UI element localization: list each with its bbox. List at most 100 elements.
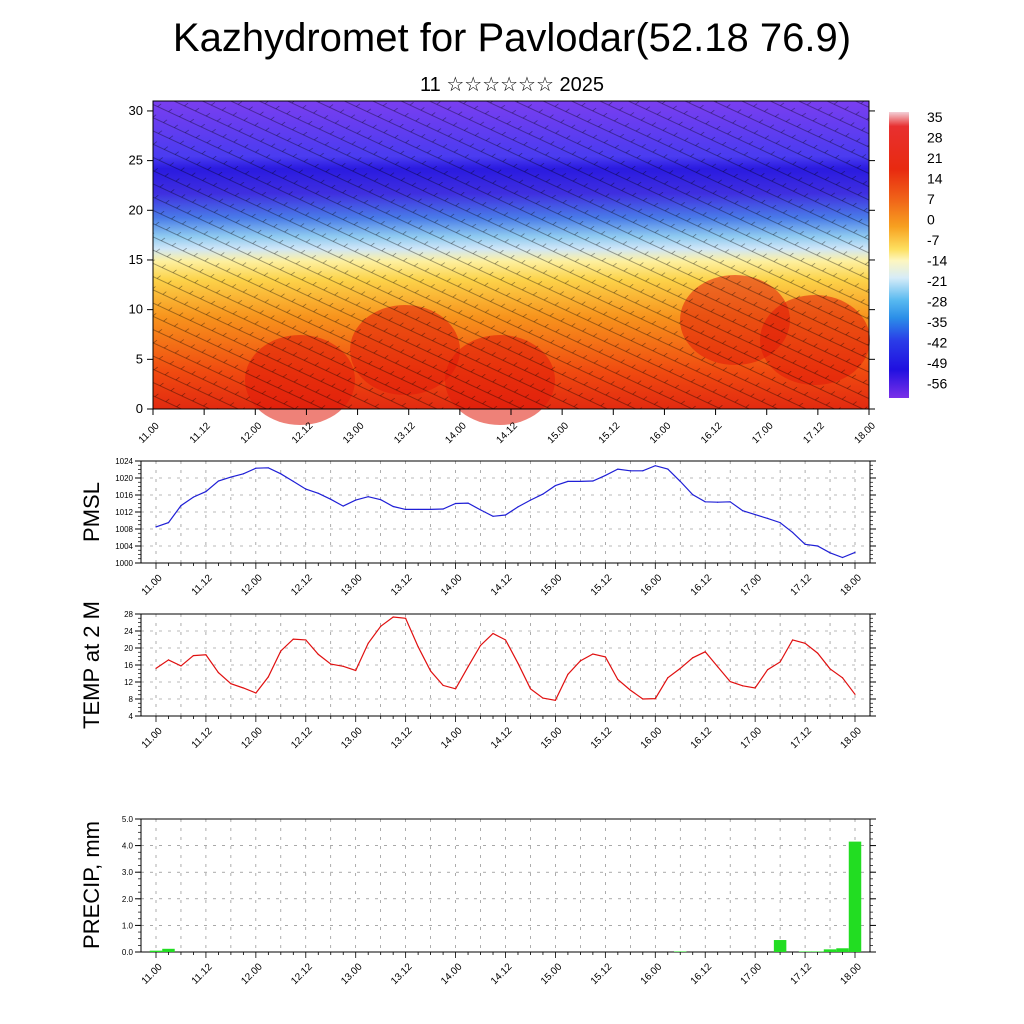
x-tick-label: 16.00 [639, 961, 665, 987]
data-point [617, 678, 619, 681]
colorbar-label: -14 [927, 253, 947, 269]
y-tick-label: 12 [124, 678, 133, 687]
x-tick-label: 12.12 [289, 725, 315, 751]
data-point [192, 496, 195, 498]
x-tick-label: 17.12 [801, 420, 827, 446]
data-point [642, 698, 644, 700]
y-tick-label: 16 [124, 661, 133, 670]
data-point [330, 663, 332, 665]
x-tick-label: 18.00 [838, 572, 864, 598]
y-tick-label: 20 [124, 644, 133, 653]
x-tick-label: 13.00 [339, 572, 365, 598]
data-point [430, 670, 432, 672]
x-tick-label: 13.00 [339, 725, 365, 751]
data-point [679, 480, 681, 482]
colorbar-label: 35 [927, 109, 943, 125]
x-tick-label: 12.00 [239, 725, 265, 751]
data-point [467, 502, 469, 504]
x-tick-label: 17.00 [739, 725, 765, 751]
y-tick-label: 28 [124, 610, 133, 619]
data-point [654, 697, 656, 700]
y-tick-label: 5 [136, 351, 143, 366]
x-tick-label: 17.00 [739, 961, 765, 987]
x-tick-label: 14.00 [439, 725, 465, 751]
data-point [430, 508, 432, 511]
x-tick-label: 18.00 [838, 961, 864, 987]
data-point [417, 646, 419, 648]
data-point [542, 493, 544, 495]
data-point [417, 508, 419, 511]
data-point [767, 517, 769, 519]
data-point [816, 652, 819, 654]
data-point [567, 480, 569, 482]
x-tick-label: 16.00 [648, 420, 674, 446]
data-point [504, 514, 507, 516]
precip-bar [823, 949, 837, 952]
y-tick-label: 1016 [115, 491, 133, 500]
data-point [355, 669, 357, 672]
data-point [667, 677, 669, 679]
x-tick-label: 16.00 [639, 572, 665, 598]
y-tick-label: 25 [129, 153, 143, 168]
data-point [729, 501, 731, 503]
x-tick-label: 15.00 [539, 961, 565, 987]
data-point [255, 467, 257, 469]
x-tick-label: 11.00 [140, 725, 165, 750]
x-tick-label: 14.00 [439, 572, 465, 598]
data-point [255, 692, 257, 694]
y-tick-label: 1020 [115, 474, 133, 483]
data-point [442, 508, 444, 510]
x-tick-label: 17.12 [789, 725, 815, 751]
y-tick-label: 4.0 [122, 842, 134, 851]
data-point [517, 662, 519, 664]
data-point [342, 665, 344, 667]
data-point [167, 659, 170, 661]
colorbar-label: -35 [927, 314, 947, 330]
data-point [829, 552, 831, 554]
data-point [155, 526, 157, 528]
data-point [380, 499, 382, 501]
y-tick-label: 24 [124, 627, 133, 636]
x-tick-label: 17.12 [789, 572, 815, 598]
precip-bar [811, 951, 824, 952]
y-axis-label: TEMP at 2 M [79, 601, 104, 729]
y-tick-label: 8 [129, 695, 134, 704]
y-tick-label: 1012 [115, 508, 133, 517]
y-tick-label: 1.0 [122, 921, 134, 930]
chart-title: Kazhydromet for Pavlodar(52.18 76.9) [172, 16, 852, 60]
data-point [330, 498, 332, 500]
data-point [280, 650, 282, 652]
colorbar-label: -42 [927, 335, 947, 351]
x-tick-label: 13.12 [389, 961, 415, 987]
x-tick-label: 15.12 [589, 725, 615, 751]
data-point [854, 551, 856, 553]
x-tick-label: 14.12 [489, 725, 515, 751]
data-point [267, 676, 269, 678]
data-point [167, 522, 170, 524]
data-point [704, 501, 706, 503]
data-point [217, 672, 220, 674]
data-point [829, 668, 831, 670]
data-point [205, 491, 207, 493]
data-point [479, 509, 482, 511]
x-tick-label: 15.12 [597, 420, 623, 446]
data-point [604, 656, 606, 658]
x-tick-label: 16.12 [689, 961, 715, 987]
x-tick-label: 11.12 [190, 725, 215, 750]
data-point [292, 638, 294, 640]
precip-panel: 0.0 1.0 2.0 3.0 4.0 5.0 11.00 11.12 12.00 12.12 13… [79, 815, 876, 987]
y-tick-label: 4 [129, 712, 134, 721]
data-point [717, 501, 719, 503]
x-tick-label: 13.12 [389, 725, 415, 751]
data-point [529, 688, 532, 690]
x-tick-label: 17.00 [739, 572, 765, 598]
x-tick-label: 11.00 [140, 961, 165, 986]
x-tick-label: 11.00 [140, 572, 165, 597]
data-point [405, 508, 407, 511]
data-point [367, 642, 369, 644]
data-point [242, 473, 244, 475]
y-tick-label: 15 [129, 252, 143, 267]
x-tick-label: 18.00 [852, 420, 878, 446]
y-tick-label: 1024 [115, 457, 133, 466]
precip-bar [848, 841, 862, 952]
